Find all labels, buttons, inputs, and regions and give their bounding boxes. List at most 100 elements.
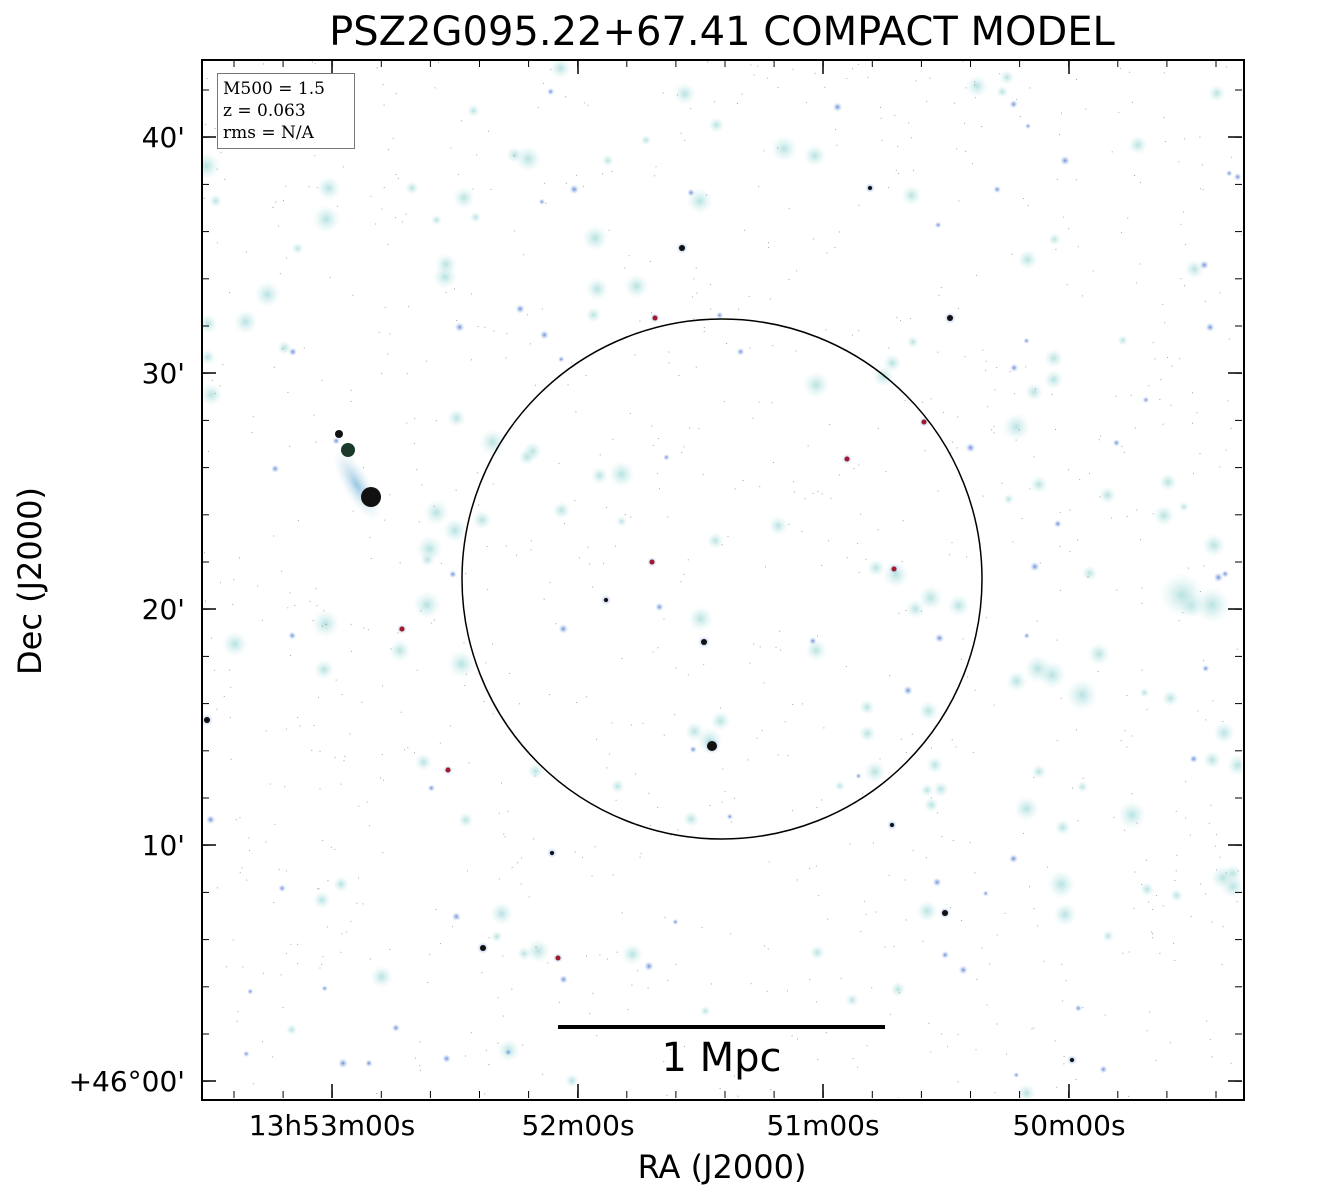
noise-speck <box>775 646 777 648</box>
tinted-source <box>844 456 850 462</box>
noise-speck <box>1203 565 1205 567</box>
noise-speck <box>1156 895 1158 897</box>
noise-speck <box>787 755 789 757</box>
noise-speck <box>753 643 755 645</box>
noise-speck <box>816 807 818 809</box>
noise-speck <box>912 169 914 171</box>
noise-speck <box>624 514 626 516</box>
compact-source <box>321 985 328 992</box>
noise-speck <box>599 454 601 456</box>
noise-speck <box>964 356 966 358</box>
noise-speck <box>595 738 597 740</box>
noise-speck <box>825 1032 827 1034</box>
noise-speck <box>692 318 694 320</box>
noise-speck <box>922 940 924 942</box>
noise-speck <box>252 416 254 418</box>
noise-speck <box>721 801 723 803</box>
noise-speck <box>294 604 296 606</box>
noise-speck <box>815 1001 817 1003</box>
diffuse-source <box>916 900 939 923</box>
noise-speck <box>272 206 274 208</box>
noise-speck <box>763 682 765 684</box>
diffuse-source <box>202 383 223 407</box>
noise-speck <box>384 307 386 309</box>
noise-speck <box>586 696 588 698</box>
noise-speck <box>470 1032 472 1034</box>
noise-speck <box>1175 810 1177 812</box>
noise-speck <box>257 585 259 587</box>
noise-speck <box>750 64 752 66</box>
noise-speck <box>802 703 804 705</box>
diffuse-source <box>208 194 223 208</box>
noise-speck <box>309 600 311 602</box>
noise-speck <box>399 562 401 564</box>
noise-speck <box>418 521 420 523</box>
noise-speck <box>770 1089 772 1091</box>
noise-speck <box>319 967 321 969</box>
noise-speck <box>952 840 954 842</box>
bright-source <box>707 741 717 751</box>
extended-emission <box>1066 679 1098 711</box>
sky-image[interactable] <box>202 60 1242 1098</box>
noise-speck <box>220 152 222 154</box>
noise-speck <box>1167 356 1169 358</box>
noise-speck <box>520 883 522 885</box>
noise-speck <box>915 80 917 82</box>
noise-speck <box>392 137 394 139</box>
compact-source <box>1201 664 1210 673</box>
noise-speck <box>558 462 560 464</box>
noise-speck <box>535 946 537 948</box>
noise-speck <box>683 446 685 448</box>
compact-source <box>1023 632 1030 639</box>
noise-speck <box>904 879 906 881</box>
noise-speck <box>1225 66 1227 68</box>
diffuse-source <box>466 104 480 118</box>
noise-speck <box>1035 388 1037 390</box>
noise-speck <box>737 308 739 310</box>
compact-source <box>454 322 465 333</box>
noise-speck <box>950 452 952 454</box>
noise-speck <box>340 783 342 785</box>
noise-speck <box>1212 700 1214 702</box>
noise-speck <box>322 840 324 842</box>
noise-speck <box>1131 735 1133 737</box>
noise-speck <box>1135 282 1137 284</box>
noise-speck <box>652 651 654 653</box>
noise-speck <box>470 293 472 295</box>
noise-speck <box>949 554 951 556</box>
diffuse-source <box>277 340 292 356</box>
noise-speck <box>1055 248 1057 250</box>
noise-speck <box>485 1049 487 1051</box>
noise-speck <box>343 760 345 762</box>
noise-speck <box>1063 1055 1065 1057</box>
noise-speck <box>1174 879 1176 881</box>
noise-speck <box>702 474 704 476</box>
noise-speck <box>759 486 761 488</box>
noise-speck <box>435 908 437 910</box>
bright-source <box>947 315 953 321</box>
noise-speck <box>957 1081 959 1083</box>
noise-speck <box>358 877 360 879</box>
noise-speck <box>958 200 960 202</box>
compact-source <box>539 330 549 340</box>
noise-speck <box>871 987 873 989</box>
noise-speck <box>806 102 808 104</box>
noise-speck <box>941 836 943 838</box>
compact-source <box>205 814 216 825</box>
noise-speck <box>252 1083 254 1085</box>
noise-speck <box>846 557 848 559</box>
noise-speck <box>896 316 898 318</box>
diffuse-source <box>624 274 649 299</box>
noise-speck <box>910 318 912 320</box>
compact-source <box>451 912 461 922</box>
noise-speck <box>262 63 264 65</box>
noise-speck <box>344 755 346 757</box>
diffuse-source <box>388 639 411 662</box>
noise-speck <box>564 522 566 524</box>
bright-source <box>480 945 486 951</box>
noise-speck <box>416 469 418 471</box>
noise-speck <box>759 646 761 648</box>
noise-speck <box>865 913 867 915</box>
xtick-label: 52m00s <box>521 1109 635 1142</box>
noise-speck <box>323 610 325 612</box>
